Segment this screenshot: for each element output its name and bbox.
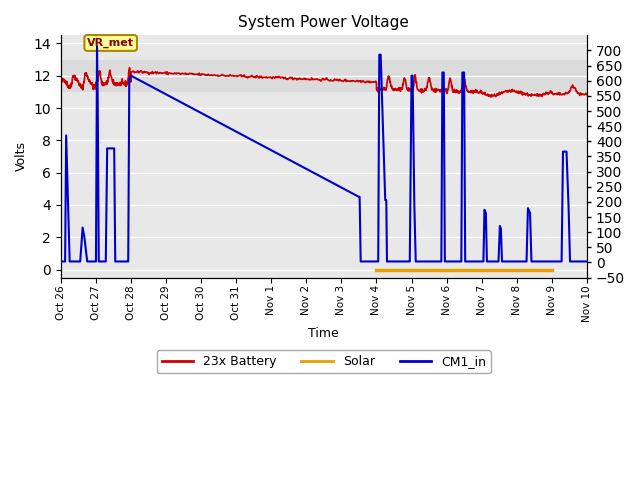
Legend: 23x Battery, Solar, CM1_in: 23x Battery, Solar, CM1_in bbox=[157, 350, 491, 373]
X-axis label: Time: Time bbox=[308, 327, 339, 340]
Bar bbox=[61, 60, 587, 92]
Text: VR_met: VR_met bbox=[87, 38, 134, 48]
Title: System Power Voltage: System Power Voltage bbox=[239, 15, 410, 30]
Y-axis label: Volts: Volts bbox=[15, 142, 28, 171]
